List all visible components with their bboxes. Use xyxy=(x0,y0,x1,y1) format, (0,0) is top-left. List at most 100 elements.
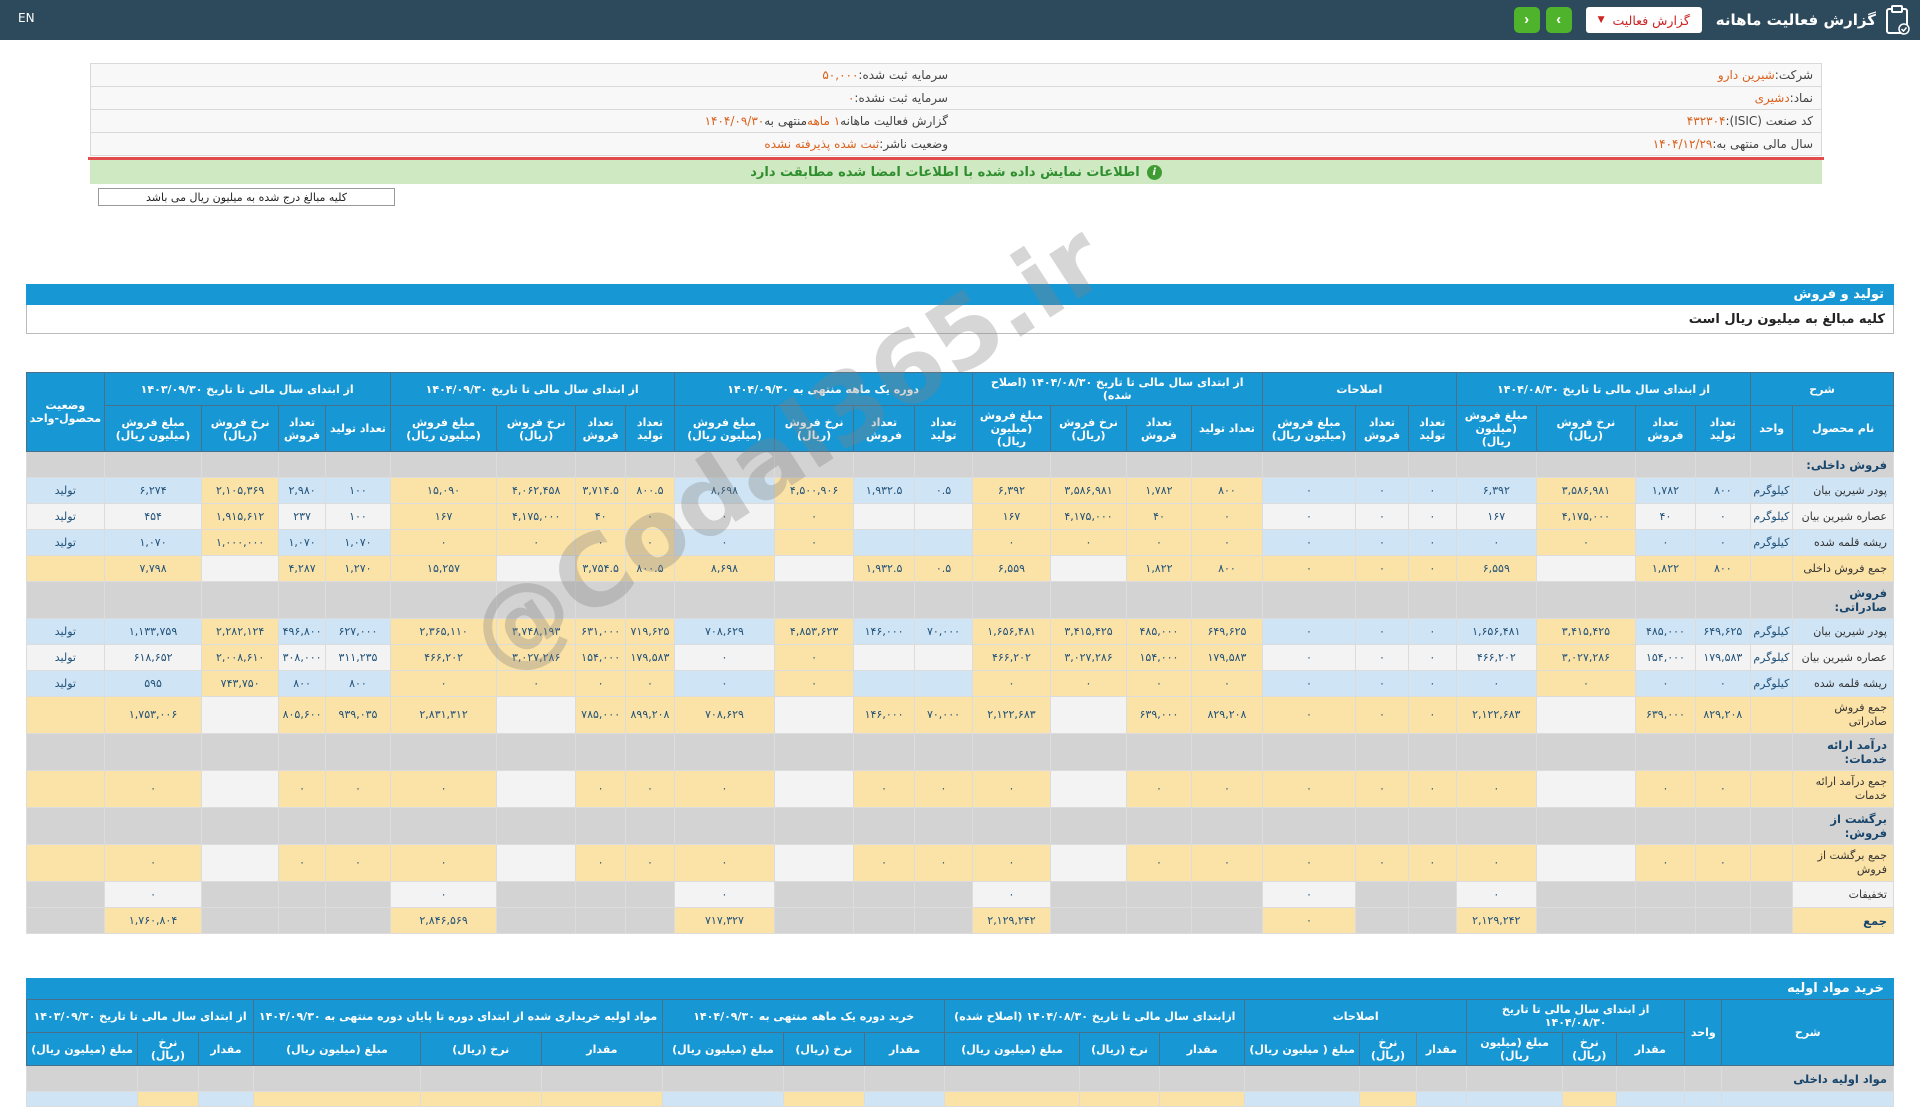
value-cell: ۲,۳۶۵,۱۱۰ xyxy=(389,618,498,645)
value-cell xyxy=(1535,881,1637,908)
value-cell: ۲,۱۰۵,۳۶۹ xyxy=(201,477,279,504)
value-cell: ۴۵۴ xyxy=(103,503,203,530)
column-header: تعداد فروش xyxy=(1125,405,1193,452)
column-header: نرخ (ریال) xyxy=(1562,1032,1617,1066)
value-cell xyxy=(1535,807,1637,845)
value-cell: ۶۳۹,۰۰۰ xyxy=(1125,696,1193,734)
product-name-cell: ریشه قلمه شده xyxy=(1792,670,1894,697)
value-cell xyxy=(1050,907,1127,934)
value-cell: ۰ xyxy=(971,529,1052,556)
value-cell: ۱,۲۷۰ xyxy=(325,555,391,582)
value-cell: ۰ xyxy=(1355,529,1409,556)
column-header: تعداد تولید xyxy=(325,405,391,452)
value-cell xyxy=(863,1091,946,1107)
value-cell: ۰ xyxy=(1407,644,1458,671)
value-cell xyxy=(914,503,973,530)
value-cell xyxy=(1466,1091,1564,1107)
info-value: شیرین دارو xyxy=(1717,68,1775,82)
value-cell: ۷۱۹,۶۲۵ xyxy=(625,618,675,645)
unit-cell xyxy=(1750,581,1794,619)
info-cell: گزارش فعالیت ماهانه ۱ ماهه منتهی به ۱۴۰۴… xyxy=(91,110,956,132)
value-cell: ۴,۱۷۵,۰۰۰ xyxy=(1535,503,1637,530)
value-cell xyxy=(1050,770,1127,808)
value-cell xyxy=(325,581,391,619)
value-cell: ۱۷۹,۵۸۳ xyxy=(1191,644,1263,671)
value-cell xyxy=(496,844,576,882)
value-cell xyxy=(496,881,576,908)
column-header: مبلغ (میلیون ریال) xyxy=(661,1032,784,1066)
amounts-note-button[interactable]: کلیه مبالغ درج شده به میلیون ریال می باش… xyxy=(98,188,395,206)
table-row: ریشه قلمه شده کیلوگرم ۰ ۰ ۰ ۰ ۰ ۰ ۰ ۰ ۰ ۰ ۰ ۰ ۰ ۰ ۰ ۰ ۰ ۸۰… xyxy=(26,670,1894,697)
column-header: از ابتدای سال مالی تا تاریخ ۱۴۰۴/۰۸/۳۰ xyxy=(1456,372,1752,406)
product-name-cell: فروش داخلی: xyxy=(1792,451,1894,478)
language-switch-link[interactable]: EN xyxy=(18,11,35,25)
value-cell: ۰ xyxy=(389,881,498,908)
value-cell xyxy=(1050,733,1127,771)
status-cell xyxy=(26,696,105,734)
value-cell xyxy=(1125,807,1193,845)
value-cell xyxy=(1535,844,1637,882)
chevron-down-icon: ▼ xyxy=(1597,15,1605,25)
value-cell: ۰ xyxy=(1125,770,1193,808)
value-cell xyxy=(1535,555,1637,582)
value-cell xyxy=(661,1091,784,1107)
section-title-bar: تولید و فروش xyxy=(26,284,1894,305)
value-cell xyxy=(782,1065,865,1092)
value-cell: ۰ xyxy=(852,844,916,882)
value-cell: ۸۲۹,۲۰۸ xyxy=(1191,696,1263,734)
value-cell xyxy=(1261,581,1357,619)
info-value: دشیری xyxy=(1754,91,1790,105)
value-cell xyxy=(1456,807,1537,845)
unit-cell xyxy=(1750,451,1794,478)
column-header: مبلغ (میلیون ریال) xyxy=(1466,1032,1564,1066)
value-cell: ۱,۷۵۳,۰۰۶ xyxy=(103,696,203,734)
column-header: ازابتدای سال مالی تا تاریخ ۱۴۰۴/۰۸/۳۰ (ا… xyxy=(944,999,1246,1033)
status-cell: تولید xyxy=(26,529,105,556)
value-cell xyxy=(1191,733,1263,771)
report-type-dropdown[interactable]: گزارش فعالیت ▼ xyxy=(1585,7,1702,33)
column-header: نرخ (ریال) xyxy=(1359,1032,1417,1066)
value-cell xyxy=(277,881,327,908)
value-cell xyxy=(1456,581,1537,619)
column-header: اصلاحات xyxy=(1261,372,1458,406)
unit-cell xyxy=(1750,733,1794,771)
value-cell xyxy=(673,733,776,771)
nav-back-button[interactable]: ‹ xyxy=(1513,7,1540,33)
value-cell: ۰ xyxy=(1694,503,1752,530)
value-cell xyxy=(1635,581,1696,619)
section-row: فروش صادراتی: xyxy=(26,581,1894,619)
value-cell: ۰ xyxy=(774,529,854,556)
value-cell xyxy=(914,670,973,697)
value-cell: ۸۰۰.۵ xyxy=(625,555,675,582)
value-cell: ۸,۶۹۸ xyxy=(673,555,776,582)
value-cell xyxy=(1125,451,1193,478)
value-cell xyxy=(1355,881,1409,908)
value-cell: ۶,۵۵۹ xyxy=(971,555,1052,582)
value-cell xyxy=(914,529,973,556)
value-cell xyxy=(774,770,854,808)
value-cell xyxy=(971,807,1052,845)
value-cell xyxy=(574,907,627,934)
value-cell xyxy=(574,451,627,478)
value-cell: ۰ xyxy=(1261,844,1357,882)
unit-cell: کیلوگرم xyxy=(1750,618,1794,645)
status-cell: تولید xyxy=(26,503,105,530)
info-row: کد صنعت (ISIC): ۴۳۲۳۰۴ گزارش فعالیت ماهان… xyxy=(90,110,1822,133)
value-cell xyxy=(389,581,498,619)
product-name-cell: عصاره شیرین بیان xyxy=(1792,503,1894,530)
value-cell xyxy=(1407,581,1458,619)
value-cell xyxy=(1050,451,1127,478)
value-cell: ۰ xyxy=(1694,529,1752,556)
value-cell xyxy=(103,807,203,845)
value-cell: ۷۰۸,۶۲۹ xyxy=(673,618,776,645)
value-cell: ۳,۵۸۶,۹۸۱ xyxy=(1050,477,1127,504)
value-cell: ۰ xyxy=(1456,881,1537,908)
column-header: از ابتدای سال مالی تا تاریخ ۱۴۰۴/۰۹/۳۰ xyxy=(389,372,675,406)
value-cell xyxy=(625,581,675,619)
section-title: خرید مواد اولیه xyxy=(1787,981,1884,996)
section-title: تولید و فروش xyxy=(1793,287,1884,302)
value-cell: ۱۶۷ xyxy=(1456,503,1537,530)
nav-forward-button[interactable]: › xyxy=(1545,7,1572,33)
value-cell: ۰ xyxy=(389,670,498,697)
value-cell: ۶۱۸,۶۵۲ xyxy=(103,644,203,671)
